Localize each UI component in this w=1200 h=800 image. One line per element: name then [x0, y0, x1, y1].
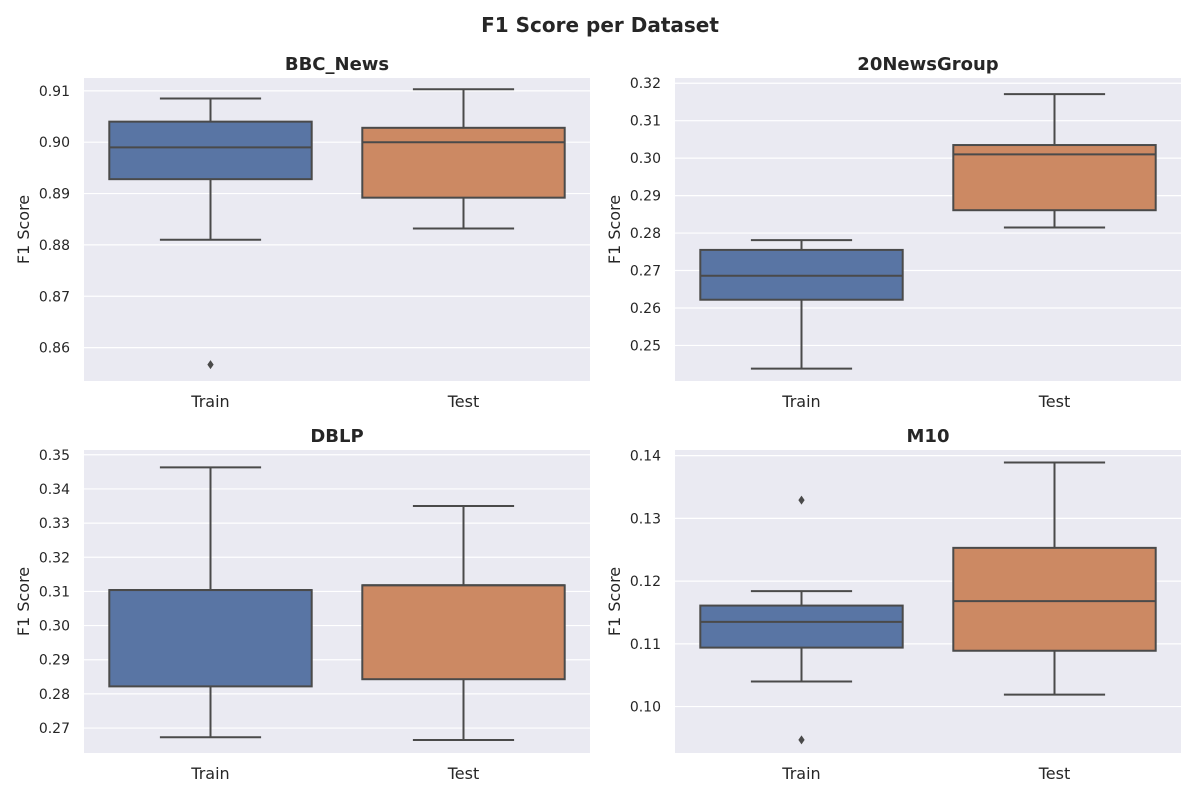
x-tick-label: Train [190, 392, 229, 411]
subplot-title: BBC_News [285, 54, 389, 75]
box-train [699, 495, 904, 745]
x-tick-label: Train [190, 764, 229, 783]
y-tick-label: 0.28 [630, 226, 661, 242]
box-iqr [108, 589, 313, 688]
box-train [699, 239, 904, 370]
subplot-title: DBLP [310, 426, 363, 447]
subplot-title: 20NewsGroup [857, 54, 998, 75]
box-train [108, 97, 313, 370]
box-iqr [361, 126, 566, 199]
box-iqr [699, 604, 904, 649]
x-tick-label: Test [1038, 764, 1071, 783]
y-tick-label: 0.26 [630, 301, 661, 317]
subplot-title: M10 [907, 426, 950, 447]
outlier-point [798, 735, 805, 745]
y-tick-label: 0.33 [39, 516, 70, 532]
y-tick-label: 0.11 [630, 637, 661, 653]
box-test [361, 88, 566, 230]
y-tick-label: 0.30 [39, 619, 70, 635]
figure-title: F1 Score per Dataset [481, 13, 719, 37]
plot-area [675, 78, 1181, 381]
box-iqr [361, 584, 566, 681]
box-test [952, 93, 1157, 229]
y-axis-label: F1 Score [605, 195, 624, 264]
y-tick-label: 0.87 [39, 289, 70, 305]
subplot-20newsgroup: 0.25 0.26 0.27 0.28 0.29 0.30 0.31 0.32 Train Tes… [605, 54, 1181, 411]
y-tick-label: 0.31 [39, 584, 70, 600]
x-tick-label: Train [781, 392, 820, 411]
outlier-point [207, 360, 214, 370]
box-iqr [952, 546, 1157, 652]
y-axis-label: F1 Score [14, 567, 33, 636]
y-tick-label: 0.86 [39, 341, 70, 357]
y-axis-label: F1 Score [14, 195, 33, 264]
y-tick-label: 0.30 [630, 151, 661, 167]
y-tick-label: 0.35 [39, 448, 70, 464]
subplot-dblp: 0.27 0.28 0.29 0.30 0.31 0.32 0.33 0.34 0.35 Trai… [14, 426, 590, 783]
box-test [952, 461, 1157, 696]
x-tick-label: Train [781, 764, 820, 783]
y-tick-label: 0.27 [630, 264, 661, 280]
x-tick-label: Test [447, 392, 480, 411]
y-tick-label: 0.29 [39, 653, 70, 669]
y-tick-label: 0.27 [39, 721, 70, 737]
box-test [361, 505, 566, 742]
box-train [108, 466, 313, 739]
y-axis-label: F1 Score [605, 567, 624, 636]
box-iqr [952, 144, 1157, 212]
x-tick-label: Test [447, 764, 480, 783]
y-tick-label: 0.89 [39, 187, 70, 203]
y-tick-label: 0.13 [630, 511, 661, 527]
y-tick-label: 0.28 [39, 687, 70, 703]
subplot-m10: 0.10 0.11 0.12 0.13 0.14 Train Test M10 F1 Score [605, 426, 1181, 783]
y-tick-label: 0.90 [39, 135, 70, 151]
y-tick-label: 0.34 [39, 482, 70, 498]
y-tick-label: 0.32 [630, 76, 661, 92]
y-tick-label: 0.12 [630, 574, 661, 590]
x-tick-label: Test [1038, 392, 1071, 411]
y-tick-label: 0.32 [39, 550, 70, 566]
y-tick-label: 0.14 [630, 449, 661, 465]
subplot-grid: 0.86 0.87 0.88 0.89 0.90 0.91 Train Test BBC_New… [14, 54, 1181, 783]
y-tick-label: 0.31 [630, 114, 661, 130]
y-tick-label: 0.10 [630, 700, 661, 716]
y-tick-label: 0.29 [630, 189, 661, 205]
box-iqr [108, 120, 313, 181]
y-tick-label: 0.91 [39, 84, 70, 100]
y-tick-label: 0.88 [39, 238, 70, 254]
y-tick-label: 0.25 [630, 338, 661, 354]
outlier-point [798, 495, 805, 505]
subplot-bbc-news: 0.86 0.87 0.88 0.89 0.90 0.91 Train Test BBC_New… [14, 54, 590, 411]
